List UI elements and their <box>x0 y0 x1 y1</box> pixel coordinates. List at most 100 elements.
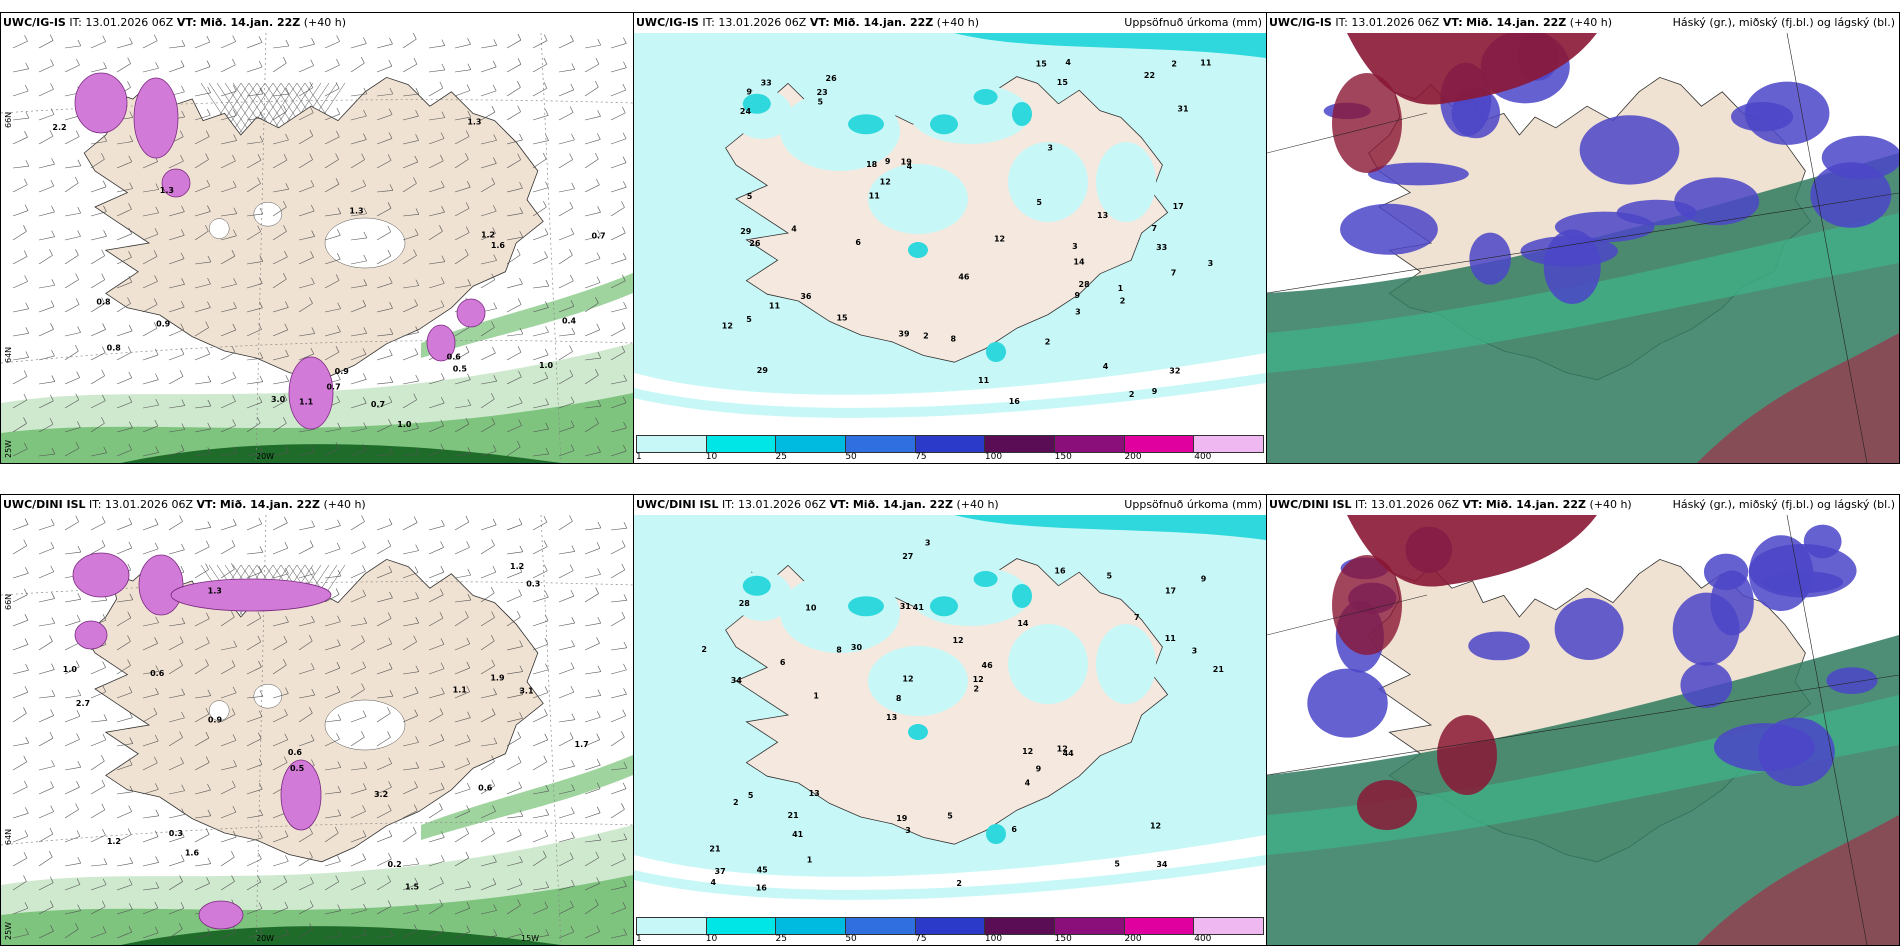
precip-value-label: 11 <box>978 376 990 385</box>
contour-value-label: 0.2 <box>388 860 402 869</box>
precip-value-label: 26 <box>826 74 838 83</box>
wind-barb <box>454 547 470 555</box>
wind-barb <box>90 739 106 747</box>
purple-cell <box>133 77 179 159</box>
wind-barb <box>90 303 105 313</box>
wind-barb <box>64 715 81 723</box>
map-area[interactable] <box>1267 33 1899 463</box>
legend-swatch <box>1124 436 1195 452</box>
map-area[interactable]: 14 33 29 26 4 4 5 15 18 16 24 29 9 32 39 17 46 12 19 36 11 22… <box>634 33 1266 463</box>
wind-barb <box>324 935 341 939</box>
wind-barb <box>506 39 522 49</box>
wind-barb <box>220 452 237 457</box>
mid-cloud-patch <box>1714 723 1816 772</box>
wind-barb <box>454 69 471 73</box>
wind-barb <box>454 208 470 217</box>
wind-barb <box>506 524 523 531</box>
contour-value-label: 1.7 <box>575 740 589 749</box>
panel-ig-wind: UWC/IG-IS IT: 13.01.2026 06Z VT: Mið. 14… <box>0 12 634 464</box>
wind-barb <box>142 40 158 49</box>
wind-barb <box>38 355 55 361</box>
wind-barb <box>506 905 521 915</box>
wind-barb <box>168 45 185 49</box>
wind-barb <box>38 329 54 337</box>
wind-barb <box>532 620 549 627</box>
precip-value-label: 3 <box>1072 242 1078 251</box>
wind-barb <box>324 308 341 313</box>
wind-barb <box>12 117 29 121</box>
precip-value-label: 24 <box>740 107 752 116</box>
precip-value-label: 44 <box>1063 749 1075 758</box>
wind-barb <box>376 43 393 49</box>
wind-barb <box>350 379 367 385</box>
wind-barb <box>480 785 495 795</box>
wind-barb <box>558 89 574 97</box>
wind-barb <box>246 117 263 121</box>
wind-barb <box>246 571 262 579</box>
wind-barb <box>168 790 185 795</box>
wind-barb <box>506 762 522 771</box>
wind-barb <box>116 161 132 169</box>
legend-swatch <box>846 436 916 452</box>
wind-barb <box>272 188 289 193</box>
contour-value-label: 1.2 <box>481 231 495 240</box>
wind-barb <box>506 187 523 193</box>
precip-value-label: 23 <box>817 88 828 97</box>
wind-barb <box>402 161 418 169</box>
wind-barb <box>168 405 185 409</box>
wind-barb <box>480 545 495 555</box>
wind-barb <box>12 524 29 531</box>
wind-barb <box>64 551 81 555</box>
wind-barb <box>428 644 445 651</box>
wind-barb <box>220 90 237 97</box>
wind-barb <box>246 551 263 555</box>
wind-barb <box>194 41 210 49</box>
precip-value-label: 12 <box>880 178 891 187</box>
wind-barb <box>116 641 131 651</box>
map-area[interactable]: 1.5 1.3 0.3 0.6 1.9 0.2 1.7 0.9 0.5 1.6 1.2 1.0 0.6 3… <box>1 515 633 945</box>
map-area[interactable]: 3.0 0.9 1.3 2.2 0.7 0.8 0.7 0.8 1.2 1.3 0.9 1.0 1.1 1… <box>1 33 633 463</box>
wind-barb <box>558 646 575 651</box>
wind-barb <box>376 858 392 867</box>
purple-precip <box>74 72 486 430</box>
contour-value-label: 0.6 <box>150 669 165 678</box>
wind-barb <box>402 550 419 555</box>
wind-barb <box>142 189 159 193</box>
wind-barb <box>220 931 236 939</box>
map-area[interactable] <box>1267 515 1899 945</box>
contour-value-label: 0.9 <box>208 716 223 725</box>
wind-barb <box>428 379 445 385</box>
precip-value-label: 2 <box>701 645 707 654</box>
wind-barb <box>376 763 392 771</box>
wind-barb <box>64 910 81 915</box>
low-cloud-southwest <box>1437 715 1497 795</box>
initial-time: 13.01.2026 06Z <box>718 16 807 29</box>
wind-barb <box>220 665 236 675</box>
wind-barb <box>38 811 54 819</box>
valid-time: Mið. 14.jan. 22Z <box>1485 498 1586 511</box>
precip-value-label: 5 <box>947 811 953 820</box>
wind-barb <box>168 694 185 699</box>
wind-barb <box>506 212 523 217</box>
wind-barb <box>506 646 523 651</box>
wind-barb <box>246 933 263 939</box>
legend-swatch <box>1055 918 1125 934</box>
wind-barb <box>480 450 497 457</box>
wind-barb <box>402 140 419 145</box>
north-precip-band <box>954 33 1266 58</box>
wind-barb <box>64 45 81 49</box>
wind-barb <box>38 236 55 241</box>
wind-barb <box>480 883 497 891</box>
wind-barb <box>584 764 601 771</box>
wind-barb <box>12 399 28 409</box>
wind-barb <box>480 714 496 723</box>
legend-tick-label: 1 <box>636 934 642 944</box>
wind-barb <box>376 597 393 603</box>
lead-time: (+40 h) <box>1589 498 1632 511</box>
wind-barb <box>194 353 210 361</box>
contour-value-label: 1.1 <box>299 397 314 406</box>
field-title: Uppsöfnuð úrkoma (mm) <box>1124 16 1262 29</box>
wind-barb <box>220 616 235 627</box>
map-area[interactable]: 34 34 17 13 14 45 31 12 5 30 21 41 41 46 44 28 27 21 12 11 8… <box>634 515 1266 945</box>
wind-barb <box>298 257 314 265</box>
